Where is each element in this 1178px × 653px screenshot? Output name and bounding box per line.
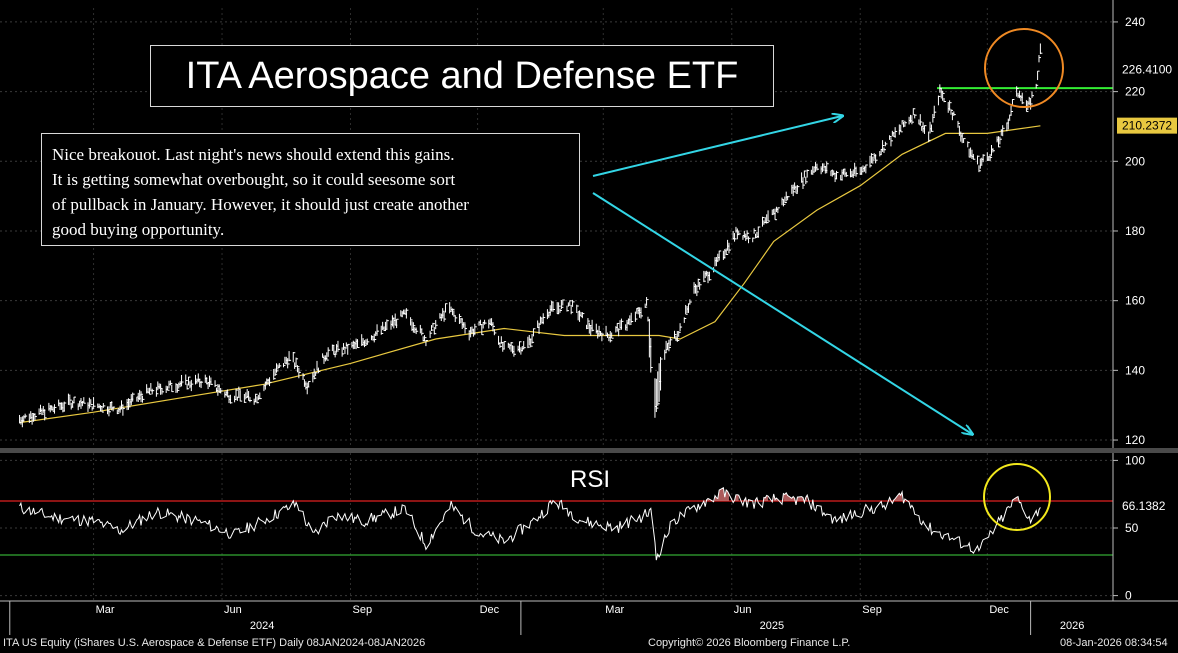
panel-separator bbox=[0, 448, 1178, 453]
year-tick-label: 2026 bbox=[1060, 620, 1084, 632]
rsi-line bbox=[19, 487, 1041, 561]
rsi-tick-label: 100 bbox=[1125, 453, 1145, 467]
note-line: Nice breakouot. Last night's news should… bbox=[52, 145, 455, 164]
price-tick-label: 240 bbox=[1125, 15, 1145, 29]
footer-timestamp: 08-Jan-2026 08:34:54 bbox=[1060, 637, 1168, 649]
rsi-overbought-fill bbox=[797, 496, 803, 501]
commentary-note: Nice breakouot. Last night's news should… bbox=[41, 133, 580, 246]
note-line: It is getting somewhat overbought, so it… bbox=[52, 170, 456, 189]
price-tick-label: 160 bbox=[1125, 294, 1145, 308]
price-tick-label: 200 bbox=[1125, 154, 1145, 168]
month-tick-label: Mar bbox=[96, 604, 115, 616]
month-tick-label: Jun bbox=[224, 604, 242, 616]
month-tick-label: Dec bbox=[989, 604, 1009, 616]
footer-copyright: Copyright© 2026 Bloomberg Finance L.P. bbox=[648, 637, 851, 649]
rsi-overbought-fill bbox=[763, 495, 769, 501]
footer-security-info: ITA US Equity (iShares U.S. Aerospace & … bbox=[3, 637, 426, 649]
rsi-overbought-fill bbox=[715, 487, 729, 501]
rsi-tick-label: 0 bbox=[1125, 589, 1132, 603]
moving-average-badge: 210.2372 bbox=[1117, 117, 1177, 134]
rsi-panel-title: RSI bbox=[570, 466, 611, 493]
month-tick-label: Sep bbox=[353, 604, 373, 616]
month-tick-label: Dec bbox=[480, 604, 500, 616]
year-tick-label: 2025 bbox=[760, 620, 784, 632]
breakout-arrow-up bbox=[592, 116, 842, 177]
last-price-badge-label: 226.4100 bbox=[1122, 62, 1172, 76]
month-tick-label: Mar bbox=[605, 604, 624, 616]
rsi-tick-label: 50 bbox=[1125, 521, 1139, 535]
price-tick-label: 180 bbox=[1125, 224, 1145, 238]
chart-title: ITA Aerospace and Defense ETF bbox=[150, 45, 774, 107]
rsi-value-badge: 66.1382 bbox=[1117, 498, 1177, 515]
price-tick-label: 120 bbox=[1125, 433, 1145, 447]
pullback-arrow-down bbox=[592, 192, 972, 434]
rsi-value-badge-bg bbox=[1117, 498, 1177, 515]
note-line: of pullback in January. However, it shou… bbox=[52, 195, 469, 214]
month-tick-label: Sep bbox=[862, 604, 882, 616]
rsi-overbought-fill bbox=[893, 491, 903, 501]
note-line: good buying opportunity. bbox=[52, 220, 225, 239]
year-tick-label: 2024 bbox=[250, 620, 274, 632]
price-tick-label: 140 bbox=[1125, 363, 1145, 377]
moving-average-badge-label: 210.2372 bbox=[1122, 119, 1172, 133]
rsi-highlight-circle bbox=[983, 463, 1051, 531]
month-tick-label: Jun bbox=[734, 604, 752, 616]
price-tick-label: 220 bbox=[1125, 85, 1145, 99]
last-price-badge-bg bbox=[1117, 61, 1177, 78]
price-highlight-circle bbox=[984, 28, 1064, 108]
moving-average-line bbox=[19, 125, 1041, 424]
last-price-badge: 226.4100 bbox=[1117, 61, 1177, 78]
moving-average-badge-bg bbox=[1117, 117, 1177, 134]
rsi-value-badge-label: 66.1382 bbox=[1122, 499, 1166, 513]
